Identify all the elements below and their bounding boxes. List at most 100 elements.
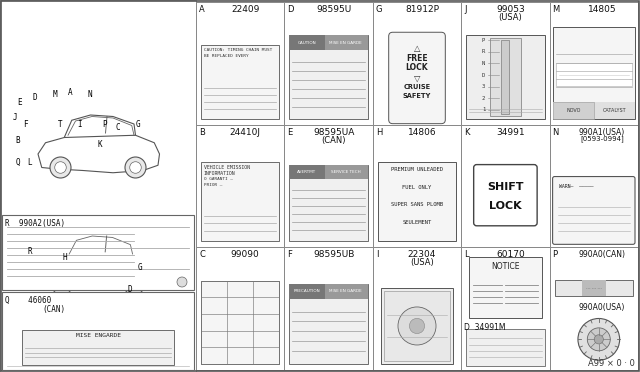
Text: L: L <box>28 157 32 167</box>
Text: 22409: 22409 <box>231 5 259 14</box>
Bar <box>2 292 194 370</box>
Bar <box>201 45 280 119</box>
Bar <box>469 257 541 318</box>
Bar <box>2 215 194 290</box>
Bar <box>289 284 324 299</box>
Circle shape <box>130 162 141 173</box>
Text: Q    46060: Q 46060 <box>5 296 51 305</box>
Text: 1: 1 <box>482 108 485 112</box>
Text: F: F <box>22 119 28 128</box>
FancyBboxPatch shape <box>474 164 537 226</box>
Text: K: K <box>98 140 102 148</box>
Circle shape <box>124 275 144 295</box>
Text: R: R <box>482 49 485 54</box>
Bar <box>550 247 638 370</box>
Bar <box>289 165 324 179</box>
Bar <box>201 161 280 241</box>
Text: 98595UB: 98595UB <box>313 250 355 259</box>
Bar <box>289 284 368 364</box>
Bar <box>378 161 456 241</box>
Circle shape <box>125 157 146 178</box>
Text: D: D <box>482 73 485 77</box>
Bar <box>381 288 453 364</box>
Text: NOVO: NOVO <box>566 108 580 113</box>
Text: 2: 2 <box>482 96 485 101</box>
Bar <box>289 165 368 241</box>
Text: Q: Q <box>16 157 20 167</box>
Text: P: P <box>482 38 485 43</box>
Bar <box>550 125 638 247</box>
Text: PRIOR —: PRIOR — <box>204 183 222 187</box>
Text: R  990A2(USA): R 990A2(USA) <box>5 219 65 228</box>
Circle shape <box>578 318 620 360</box>
Text: N: N <box>482 61 485 66</box>
Bar <box>372 2 461 125</box>
Bar <box>289 35 368 119</box>
Polygon shape <box>64 115 136 138</box>
Bar <box>552 27 635 119</box>
Text: E: E <box>287 128 292 137</box>
Text: MISE EN GARDE: MISE EN GARDE <box>330 289 362 294</box>
Circle shape <box>56 279 68 291</box>
Text: LOCK: LOCK <box>406 63 428 72</box>
Bar <box>196 2 284 125</box>
Text: G: G <box>376 5 382 14</box>
Text: T: T <box>58 119 62 128</box>
Text: 99090: 99090 <box>231 250 260 259</box>
Text: 3: 3 <box>482 84 485 89</box>
Text: CRUISE: CRUISE <box>403 84 431 90</box>
Circle shape <box>588 328 611 351</box>
Text: PREMIUM UNLEADED: PREMIUM UNLEADED <box>391 167 443 171</box>
Text: C: C <box>116 122 120 131</box>
Text: B: B <box>16 135 20 144</box>
Text: K: K <box>464 128 470 137</box>
Text: M: M <box>52 90 58 99</box>
Bar <box>461 125 550 247</box>
Circle shape <box>398 307 436 345</box>
Text: SAFETY: SAFETY <box>403 93 431 99</box>
Bar <box>372 247 461 370</box>
Text: N: N <box>88 90 92 99</box>
Text: P: P <box>102 119 108 128</box>
Bar <box>461 2 550 125</box>
Text: △: △ <box>413 44 420 53</box>
Text: AVERTMT: AVERTMT <box>297 170 316 174</box>
Text: D: D <box>287 5 294 14</box>
Bar <box>196 247 284 370</box>
Bar <box>490 38 521 116</box>
Bar <box>555 280 633 296</box>
Bar <box>324 165 368 179</box>
Text: (USA): (USA) <box>410 258 434 267</box>
Text: D: D <box>33 93 37 102</box>
Bar <box>22 330 174 365</box>
Bar <box>550 2 638 125</box>
Polygon shape <box>66 235 134 256</box>
Text: D  34991M: D 34991M <box>464 323 506 333</box>
Text: 990A0(CAN): 990A0(CAN) <box>579 250 625 259</box>
Polygon shape <box>40 250 157 290</box>
Circle shape <box>410 318 424 334</box>
Text: CAUTION: CAUTION <box>298 41 316 45</box>
Text: 14805: 14805 <box>588 5 616 14</box>
Text: VEHICLE EMISSION: VEHICLE EMISSION <box>204 164 250 170</box>
Text: A: A <box>199 5 205 14</box>
Text: G: G <box>138 263 142 272</box>
Circle shape <box>55 162 67 173</box>
Bar <box>502 40 509 114</box>
Bar <box>556 64 632 86</box>
Text: (CAN): (CAN) <box>321 136 346 145</box>
Text: CATALYST: CATALYST <box>603 108 626 113</box>
Text: P: P <box>552 250 557 259</box>
Text: MISE EN GARDE: MISE EN GARDE <box>330 41 362 45</box>
Text: C: C <box>199 250 205 259</box>
Text: CAUTION: TIMING CHAIN MUST: CAUTION: TIMING CHAIN MUST <box>204 48 272 52</box>
Text: ▽: ▽ <box>413 73 420 82</box>
Circle shape <box>129 279 140 291</box>
Text: PRECAUTION: PRECAUTION <box>293 289 320 294</box>
Text: [0593-0994]: [0593-0994] <box>580 136 623 142</box>
Text: SEULEMENT: SEULEMENT <box>403 220 431 225</box>
Text: J: J <box>464 5 467 14</box>
Text: --- --- ---: --- --- --- <box>586 286 602 291</box>
Text: A: A <box>68 87 72 96</box>
Text: INFORMATION: INFORMATION <box>204 171 236 176</box>
